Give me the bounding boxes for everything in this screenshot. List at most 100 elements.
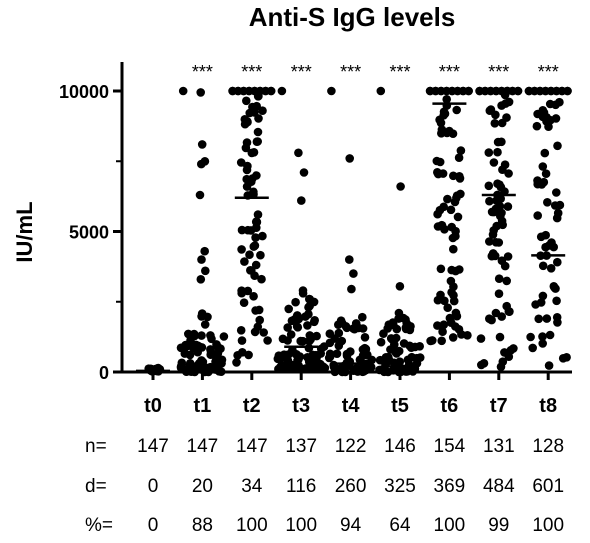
data-point [477,360,486,370]
stats-value: 94 [340,515,362,536]
data-point [500,187,509,196]
data-point [286,330,296,339]
data-point [182,342,191,351]
data-point [376,86,386,96]
data-point [439,107,449,117]
data-point [253,210,263,219]
data-point [376,337,386,347]
data-point [396,182,405,191]
stats-value: 88 [192,515,213,536]
data-point [492,221,502,231]
data-point [476,334,486,343]
y-ticks: 0 5000 10000 [59,82,122,383]
data-point [532,121,542,131]
data-point [294,361,303,370]
data-point [259,328,269,337]
data-point [190,331,199,341]
data-point [197,255,206,264]
data-point [502,113,511,122]
data-point [493,147,502,157]
stats-value: 147 [187,436,219,457]
data-point [437,125,447,134]
x-tick-label: t5 [391,395,409,417]
data-point [191,340,201,350]
stats-value: 0 [148,476,159,497]
data-point [367,355,377,365]
data-point [504,169,513,178]
data-point [236,326,246,335]
data-point [237,245,246,254]
data-point [254,114,263,123]
y-tick-label: 10000 [59,82,109,102]
data-point [513,86,523,96]
data-point [544,122,553,131]
data-point [185,350,195,360]
data-point [298,336,308,346]
data-point [266,86,276,96]
data-point [456,146,466,155]
data-point [443,194,452,204]
data-point [197,356,206,365]
chart-title: Anti-S IgG levels [249,2,456,32]
data-point [253,137,262,146]
data-point [538,112,548,122]
data-point [504,307,514,316]
data-point [495,332,505,342]
data-point [551,100,560,110]
data-point [386,345,395,354]
x-tick-label: t6 [441,395,459,417]
data-point [446,205,456,215]
data-point [563,86,572,96]
data-point [345,255,354,264]
data-point [279,364,289,374]
data-point [197,159,206,169]
x-tick-label: t4 [342,395,361,417]
stats-row-label: n= [85,436,107,457]
data-point [263,336,272,345]
stats-row-label: d= [85,476,107,497]
data-point [383,367,393,377]
data-point [494,238,504,247]
data-point [294,148,303,158]
data-point [455,174,465,183]
stats-value: 147 [236,436,268,457]
data-point [383,324,393,333]
data-point [349,269,358,278]
significance-markers: *** *** *** *** *** *** *** *** [192,62,559,82]
stats-value: 147 [137,436,169,457]
data-point [553,141,562,151]
data-point [484,148,494,157]
data-point [526,332,535,342]
data-point [237,336,247,345]
data-point [360,333,370,342]
stats-value: 100 [434,515,466,536]
data-point [291,349,301,359]
data-point [277,86,287,96]
data-point [284,304,294,314]
data-point [237,288,246,298]
y-tick-label: 0 [99,363,109,383]
stats-row-label: %= [85,515,113,536]
data-point [248,174,257,183]
data-point [401,315,410,324]
data-point [552,296,561,306]
data-point [250,271,259,281]
data-point [240,257,249,266]
data-point [363,364,373,373]
stats-value: 64 [389,515,411,536]
data-point [255,315,264,325]
significance-label: *** [291,62,312,82]
significance-label: *** [340,62,361,82]
data-point [381,353,391,362]
data-point [451,226,460,236]
x-tick-label: t7 [490,395,508,417]
data-point [451,308,461,318]
stats-value: 116 [286,476,316,497]
data-point [403,355,413,365]
data-point [538,339,547,348]
stats-value: 146 [384,436,416,457]
data-point [350,324,359,334]
data-point [239,298,249,308]
data-point [391,333,401,343]
data-point [258,106,267,115]
